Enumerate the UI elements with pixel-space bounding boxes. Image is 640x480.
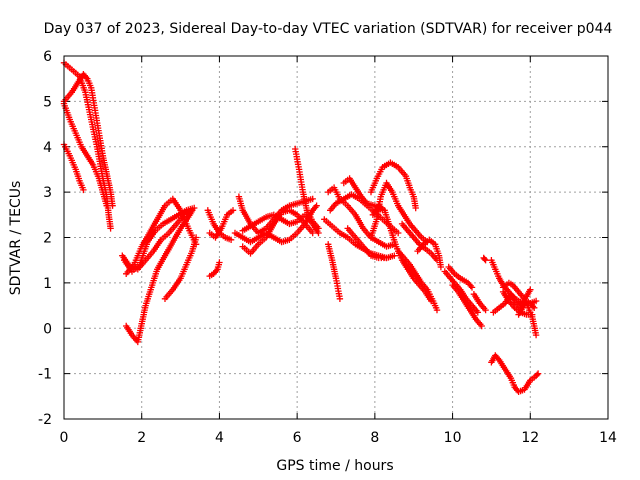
data-track <box>515 297 538 318</box>
y-tick-label: 4 <box>43 140 52 156</box>
y-tick-label: 2 <box>43 231 52 247</box>
data-track <box>367 159 419 212</box>
y-tick-label: 6 <box>43 49 52 65</box>
y-tick-label: -1 <box>38 367 52 383</box>
data-track <box>499 279 540 339</box>
y-tick-label: 5 <box>43 94 52 110</box>
x-tick-label: 2 <box>137 430 146 446</box>
chart-title: Day 037 of 2023, Sidereal Day-to-day VTE… <box>44 21 613 37</box>
y-tick-label: 1 <box>43 276 52 292</box>
data-track <box>206 207 237 241</box>
x-tick-label: 0 <box>60 430 69 446</box>
x-tick-label: 10 <box>444 430 462 446</box>
x-tick-label: 12 <box>521 430 539 446</box>
y-tick-label: 0 <box>43 321 52 337</box>
x-tick-label: 6 <box>293 430 302 446</box>
x-tick-label: 4 <box>215 430 224 446</box>
data-track <box>292 145 322 232</box>
data-track <box>239 207 316 257</box>
y-axis-label: SDTVAR / TECUs <box>8 181 24 296</box>
data-track <box>414 236 445 271</box>
x-tick-label: 14 <box>599 430 617 446</box>
data-track <box>161 234 200 302</box>
data-track <box>121 204 198 275</box>
x-axis-label: GPS time / hours <box>276 458 393 474</box>
data-series-sdtvar <box>60 59 542 395</box>
data-track <box>398 220 441 264</box>
data-track <box>470 291 489 314</box>
data-track <box>449 281 485 330</box>
data-track <box>206 259 223 280</box>
data-track <box>480 254 489 264</box>
data-track <box>325 241 344 302</box>
data-track <box>395 247 441 314</box>
plot-area-frame <box>63 55 609 420</box>
data-track <box>445 263 476 291</box>
data-track <box>123 207 196 346</box>
data-track <box>488 352 542 395</box>
data-track <box>344 225 390 262</box>
x-tick-label: 8 <box>370 430 379 446</box>
y-tick-label: -2 <box>38 412 52 428</box>
y-tick-label: 3 <box>43 185 52 201</box>
